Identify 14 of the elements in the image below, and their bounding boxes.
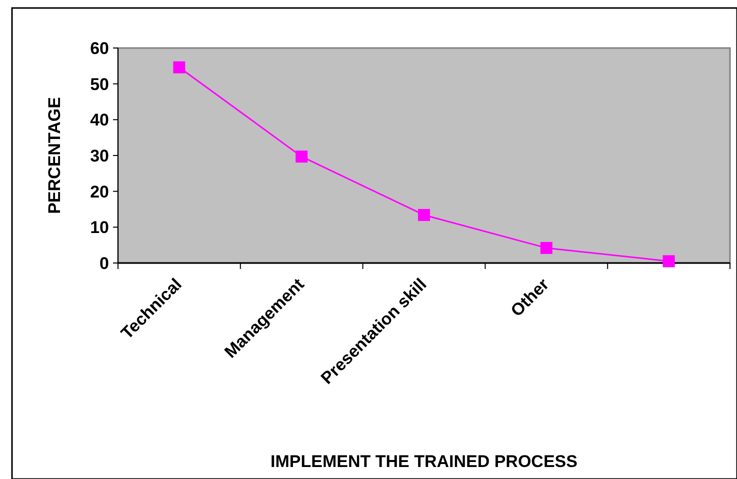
point <box>540 242 552 254</box>
y-tick-label: 0 <box>100 254 109 273</box>
point <box>173 61 186 74</box>
y-axis-title: PERCENTAGE <box>45 97 64 214</box>
y-tick-label: 30 <box>90 146 109 166</box>
point <box>418 208 430 221</box>
y-tick-label: 50 <box>90 74 109 94</box>
y-tick-label: 20 <box>90 182 109 202</box>
y-tick-label: 10 <box>90 218 109 238</box>
point <box>662 255 675 268</box>
x-axis-title: IMPLEMENT THE TRAINED PROCESS <box>270 452 578 471</box>
y-tick-label: 40 <box>90 110 109 130</box>
point <box>296 150 308 163</box>
y-tick-label: 60 <box>90 38 109 58</box>
